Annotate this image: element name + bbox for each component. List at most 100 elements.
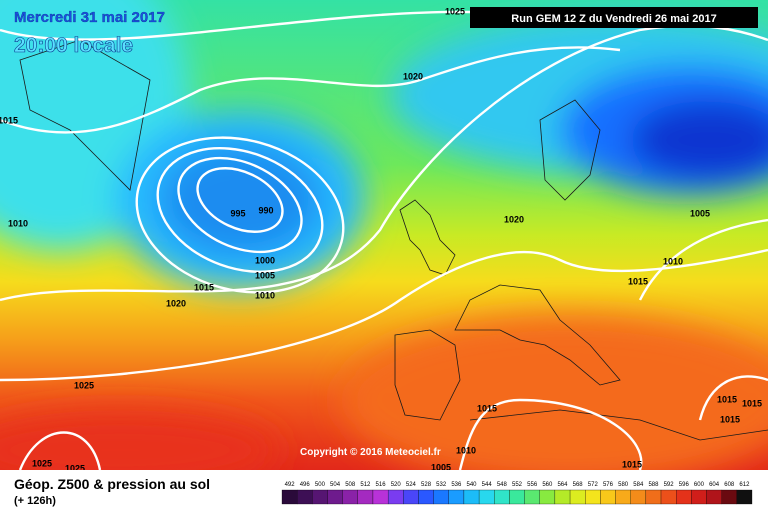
ne-core: [630, 100, 768, 180]
isobar: [638, 218, 768, 301]
legend-label: 504: [330, 482, 341, 488]
legend-label: 492: [285, 482, 296, 488]
isobar-label: 1005: [431, 462, 451, 472]
legend-swatch: [721, 489, 737, 505]
isobar-label: 1000: [255, 255, 275, 265]
red-zone: [0, 410, 280, 490]
field-blobs: [0, 0, 768, 490]
legend-label: 576: [603, 482, 614, 488]
legend-label: 612: [739, 482, 750, 488]
legend-label: 608: [724, 482, 735, 488]
legend-swatch: [645, 489, 662, 505]
coast-scandinavia: [539, 99, 601, 201]
isobar-label: 1015: [742, 398, 762, 408]
legend-swatch: [297, 489, 313, 505]
isobar-label: 1020: [166, 298, 186, 308]
isobar-label: 1015: [717, 394, 737, 404]
isobar-label: 1015: [720, 414, 740, 424]
legend-swatch: [600, 489, 616, 505]
legend-swatch: [615, 489, 631, 505]
legend-label: 572: [588, 482, 599, 488]
isobar-label: 1020: [403, 71, 423, 81]
legend-label: 592: [664, 482, 675, 488]
isobar-label: 1010: [8, 218, 28, 228]
isobar-label: 1010: [663, 256, 683, 266]
legend-swatch: [372, 489, 389, 505]
footer-title: Géop. Z500 & pression au sol: [14, 476, 210, 492]
legend-label: 584: [633, 482, 644, 488]
legend-swatch: [676, 489, 692, 505]
legend-label: 536: [451, 482, 462, 488]
legend-swatch: [387, 489, 404, 505]
orange-zone: [340, 315, 768, 485]
legend-swatch: [691, 489, 707, 505]
legend-swatch: [585, 489, 601, 505]
isobar-label: 1010: [255, 290, 275, 300]
isobar: [18, 431, 102, 471]
forecast-date: Mercredi 31 mai 2017: [14, 9, 165, 26]
legend-swatch: [554, 489, 571, 505]
legend-swatch: [494, 489, 510, 505]
legend-swatch: [736, 489, 753, 505]
legend-label: 528: [421, 482, 432, 488]
coast-iberia: [394, 329, 461, 421]
isobar: [0, 248, 768, 382]
legend-swatch: [524, 489, 540, 505]
legend-label: 580: [618, 482, 629, 488]
legend-label: 552: [512, 482, 523, 488]
isobar: [698, 375, 768, 421]
legend-label: 548: [497, 482, 508, 488]
legend-label: 544: [482, 482, 493, 488]
isobar-label: 1015: [622, 459, 642, 469]
geopotential-field: [0, 0, 768, 490]
legend-swatch: [312, 489, 328, 505]
isobar-label: 1005: [255, 270, 275, 280]
color-legend: 492 496 500 504 508 512 516 520 524 528 532 536 540 5…: [281, 482, 753, 505]
isobar: [0, 10, 471, 41]
isobar: [156, 147, 324, 273]
isobar-label: 1025: [445, 6, 465, 16]
legend-label: 556: [527, 482, 538, 488]
legend-swatch: [660, 489, 677, 505]
isobar-label: 1010: [456, 445, 476, 455]
legend-swatch: [630, 489, 647, 505]
isobar: [177, 156, 303, 254]
isobar: [0, 46, 621, 134]
legend-label: 520: [391, 482, 402, 488]
isobar-label: 995: [230, 208, 245, 218]
isobar-labels: 1025 1020 1015 1010 995 990 1000 1005 1015 1010 10…: [0, 6, 762, 473]
legend-label: 568: [573, 482, 584, 488]
legend-swatch: [418, 489, 434, 505]
legend-label: 604: [709, 482, 720, 488]
isobar-label: 1020: [504, 214, 524, 224]
coast-greenland: [19, 39, 151, 191]
coast-africa: [469, 409, 768, 441]
isobar-label: 1015: [477, 403, 497, 413]
legend-label: 532: [436, 482, 447, 488]
legend-label: 512: [360, 482, 371, 488]
legend-label: 508: [345, 482, 356, 488]
legend-label: 564: [557, 482, 568, 488]
isobar: [135, 136, 345, 294]
isobar: [458, 398, 643, 471]
isobar: [196, 167, 284, 233]
run-info: Run GEM 12 Z du Vendredi 26 mai 2017: [511, 13, 716, 25]
legend-swatch: [569, 489, 586, 505]
legend-swatch: [509, 489, 525, 505]
isobar-label: 1025: [74, 380, 94, 390]
legend-label: 600: [694, 482, 705, 488]
isobar-label: 1015: [0, 115, 18, 125]
forecast-time: 20:00 locale: [14, 34, 133, 57]
legend-label: 596: [679, 482, 690, 488]
isobar-label: 1015: [628, 276, 648, 286]
isobar-label: 1025: [32, 458, 52, 468]
legend-swatch: [539, 489, 556, 505]
coast-europe: [454, 284, 621, 386]
legend-swatch: [706, 489, 722, 505]
isobar-label: 1025: [65, 463, 85, 473]
legend-swatch: [342, 489, 358, 505]
legend-swatch: [357, 489, 374, 505]
footer-subtitle: (+ 126h): [14, 495, 56, 507]
copyright: Copyright © 2016 Meteociel.fr: [300, 447, 441, 458]
